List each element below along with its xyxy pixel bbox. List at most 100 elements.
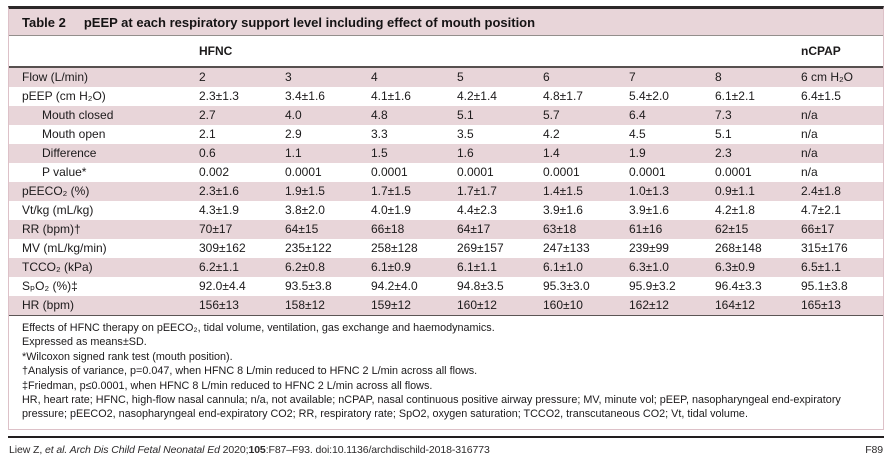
- table-row: Vt/kg (mL/kg) 4.3±1.9 3.8±2.0 4.0±1.9 4.4±2.…: [9, 201, 883, 220]
- data-table: HFNC nCPAP Flow (L/min) 2 3 4 5 6 7 8 6 cm H₂O pE…: [9, 35, 883, 316]
- footer-rule: [8, 435, 884, 438]
- data-cell: 3.9±1.6: [629, 203, 669, 217]
- footnote-line: Expressed as means±SD.: [22, 336, 147, 349]
- data-cell: 5.7: [541, 106, 627, 125]
- data-cell: 156±13: [197, 296, 283, 316]
- data-cell: 162±12: [627, 296, 713, 316]
- data-cell: 235±122: [285, 241, 332, 255]
- data-cell: 64±17: [455, 220, 541, 239]
- row-label: HR (bpm): [9, 296, 197, 316]
- data-cell: 95.1±3.8: [801, 279, 848, 293]
- table-row: SₚO₂ (%)‡ 92.0±4.4 93.5±3.8 94.2±4.0 94.8±3.…: [9, 277, 883, 296]
- data-cell: 4.5: [629, 127, 646, 141]
- data-cell: 4.1±1.6: [371, 89, 411, 103]
- data-cell: 6.3±0.9: [713, 258, 799, 277]
- table-body: Flow (L/min) 2 3 4 5 6 7 8 6 cm H₂O pEEP (cm H₂O)…: [9, 67, 883, 316]
- row-label: RR (bpm)†: [9, 220, 197, 239]
- data-cell: 2: [197, 67, 283, 87]
- data-cell: 6: [541, 67, 627, 87]
- data-cell: 4.8±1.7: [543, 89, 583, 103]
- data-cell: 6.1±1.0: [541, 258, 627, 277]
- data-cell: 1.6: [455, 144, 541, 163]
- table-row: TCCO₂ (kPa) 6.2±1.1 6.2±0.8 6.1±0.9 6.1±1.1 6…: [9, 258, 883, 277]
- data-cell: 0.6: [197, 144, 283, 163]
- data-cell: 5.1: [455, 106, 541, 125]
- table-row: P value* 0.002 0.0001 0.0001 0.0001 0.0001 0.0…: [9, 163, 883, 182]
- citation-pages-doi: :F87–F93. doi:10.1136/archdischild-2018-…: [265, 443, 490, 456]
- data-cell: 2.3: [713, 144, 799, 163]
- data-cell: 2.3±1.6: [197, 182, 283, 201]
- data-cell: n/a: [801, 165, 818, 179]
- data-cell: 95.9±3.2: [629, 279, 676, 293]
- footnote-line: HR, heart rate; HFNC, high-flow nasal ca…: [22, 394, 841, 421]
- data-cell: 269±157: [457, 241, 504, 255]
- footnote-line: *Wilcoxon signed rank test (mouth positi…: [22, 350, 233, 363]
- data-cell: 6.4±1.5: [801, 89, 841, 103]
- data-cell: 3.9±1.6: [543, 203, 583, 217]
- data-cell: 63±18: [541, 220, 627, 239]
- data-cell: 70±17: [197, 220, 283, 239]
- data-cell: 93.5±3.8: [285, 279, 332, 293]
- data-cell: 5: [455, 67, 541, 87]
- data-cell: 1.1: [283, 144, 369, 163]
- data-cell: 6.2±0.8: [283, 258, 369, 277]
- data-cell: 3.5: [457, 127, 474, 141]
- row-label: Mouth open: [42, 127, 106, 141]
- data-cell: 159±12: [369, 296, 455, 316]
- footnotes: Effects of HFNC therapy on pEECO₂, tidal…: [9, 316, 883, 429]
- row-label: Vt/kg (mL/kg): [22, 203, 94, 217]
- data-cell: 2.3±1.3: [199, 89, 239, 103]
- citation-year: 2020;: [222, 443, 249, 456]
- table-caption: Table 2 pEEP at each respiratory support …: [9, 9, 883, 35]
- footnote-line: †Analysis of variance, p=0.047, when HFN…: [22, 365, 478, 378]
- data-cell: 66±17: [799, 220, 883, 239]
- data-cell: 158±12: [283, 296, 369, 316]
- column-group-hfnc: HFNC: [197, 35, 799, 68]
- data-cell: 1.5: [369, 144, 455, 163]
- table-row: pEECO₂ (%) 2.3±1.6 1.9±1.5 1.7±1.5 1.7±1.7 1.…: [9, 182, 883, 201]
- data-cell: 4.2±1.8: [715, 203, 755, 217]
- data-cell: 1.0±1.3: [627, 182, 713, 201]
- data-cell: 258±128: [371, 241, 418, 255]
- row-label: SₚO₂ (%)‡: [22, 279, 78, 293]
- data-cell: n/a: [799, 106, 883, 125]
- data-cell: 1.4: [541, 144, 627, 163]
- table-row: MV (mL/kg/min) 309±162 235±122 258±128 269±1…: [9, 239, 883, 258]
- data-cell: 7.3: [713, 106, 799, 125]
- data-cell: 239±99: [629, 241, 669, 255]
- data-cell: 0.002: [199, 165, 230, 179]
- data-cell: 62±15: [713, 220, 799, 239]
- column-group-row: HFNC nCPAP: [9, 35, 883, 68]
- data-cell: 95.3±3.0: [543, 279, 590, 293]
- citation-etal: et al.: [44, 443, 70, 456]
- data-cell: 6.3±1.0: [627, 258, 713, 277]
- data-cell: 4.4±2.3: [457, 203, 497, 217]
- row-label: Flow (L/min): [9, 67, 197, 87]
- row-label: pEEP (cm H₂O): [22, 89, 106, 103]
- table-row: Flow (L/min) 2 3 4 5 6 7 8 6 cm H₂O: [9, 67, 883, 87]
- data-cell: 92.0±4.4: [199, 279, 246, 293]
- data-cell: 4.2±1.4: [457, 89, 497, 103]
- data-cell: 1.9±1.5: [283, 182, 369, 201]
- data-cell: 0.9±1.1: [713, 182, 799, 201]
- data-cell: 3.8±2.0: [285, 203, 325, 217]
- citation-authors: Liew Z,: [9, 443, 45, 456]
- row-label: P value*: [42, 165, 87, 179]
- data-cell: 1.4±1.5: [541, 182, 627, 201]
- data-cell: 3: [283, 67, 369, 87]
- data-cell: 160±12: [455, 296, 541, 316]
- citation: Liew Z, et al. Arch Dis Child Fetal Neon…: [9, 444, 490, 456]
- data-cell: 6.1±0.9: [369, 258, 455, 277]
- data-cell: 61±16: [627, 220, 713, 239]
- data-cell: 1.9: [627, 144, 713, 163]
- data-cell: 64±15: [283, 220, 369, 239]
- citation-volume: 105: [248, 443, 266, 456]
- data-cell: 6.5±1.1: [799, 258, 883, 277]
- empty-header-cell: [9, 35, 197, 68]
- data-cell: 4.3±1.9: [199, 203, 239, 217]
- row-label: Difference: [9, 144, 197, 163]
- data-cell: 4.0±1.9: [371, 203, 411, 217]
- data-cell: 6.1±1.1: [455, 258, 541, 277]
- data-cell: 2.9: [285, 127, 302, 141]
- footnote-line: Effects of HFNC therapy on pEECO₂, tidal…: [22, 322, 495, 334]
